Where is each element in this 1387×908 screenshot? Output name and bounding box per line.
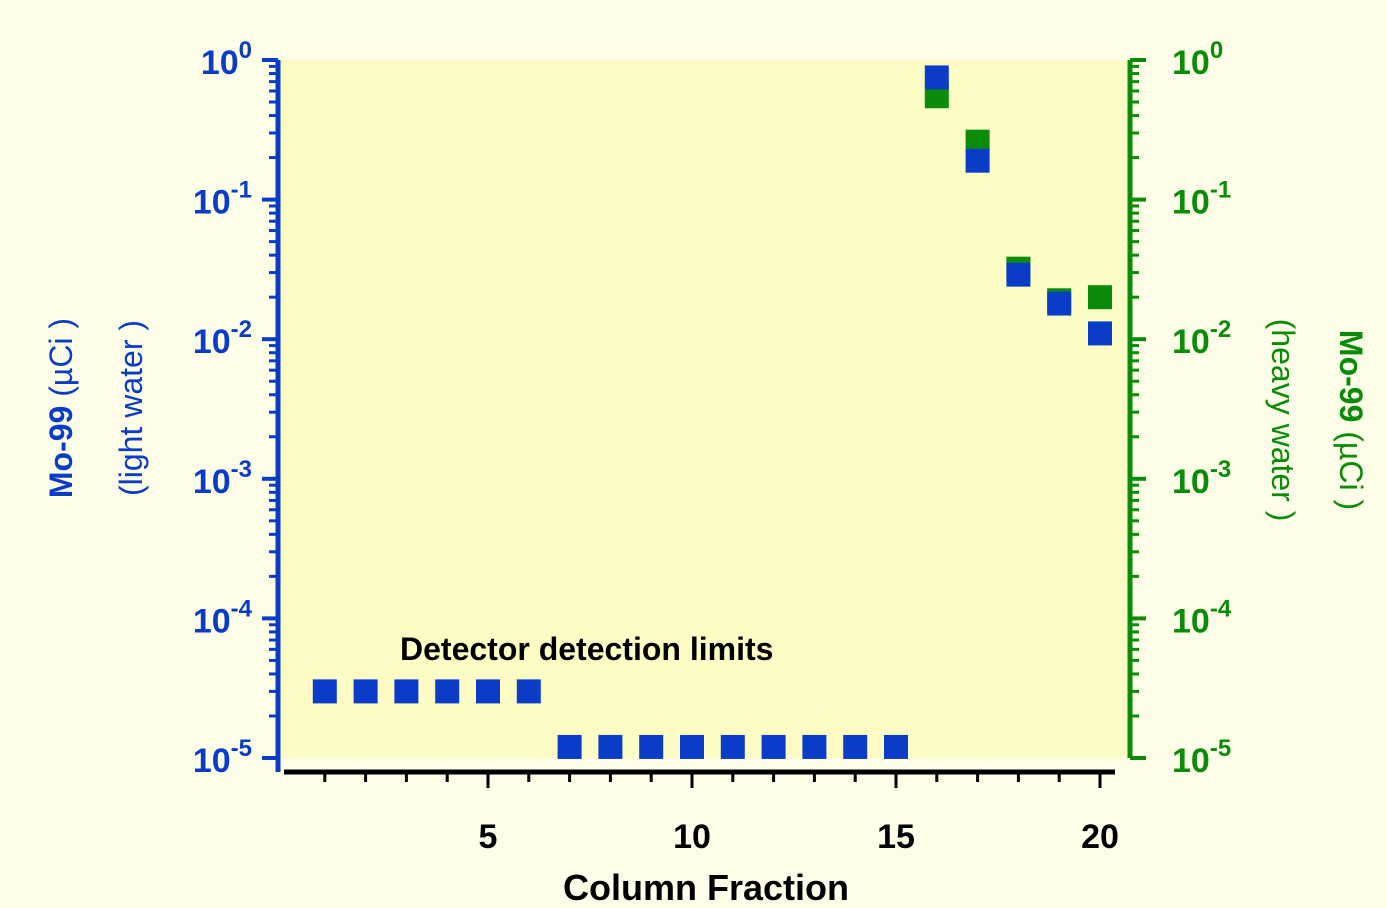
x-tick-label: 10 xyxy=(673,818,711,856)
right-y-tick-label: 10-1 xyxy=(1172,177,1231,222)
light-water-point xyxy=(884,734,908,759)
light-water-point xyxy=(1006,262,1031,287)
right-y-tick-label: 10-3 xyxy=(1172,456,1231,501)
right-axis-title-line1: Mo-99 (µCi ) xyxy=(1333,330,1369,510)
right-axis-title-line2: (heavy water ) xyxy=(1265,319,1301,522)
right-axis-title-unit: (µCi ) xyxy=(1333,422,1369,510)
light-water-point xyxy=(843,734,868,759)
light-water-point xyxy=(965,148,990,173)
detection-limit-annotation: Detector detection limits xyxy=(400,631,773,667)
light-water-point xyxy=(353,679,378,704)
light-water-point xyxy=(394,679,419,704)
left-axis-title-line2: (light water ) xyxy=(113,320,149,496)
x-tick-label: 5 xyxy=(479,818,498,856)
right-axis-title-quantity: Mo-99 xyxy=(1333,330,1369,422)
left-y-tick-label: 10-4 xyxy=(193,595,253,640)
left-y-tick-label: 10-3 xyxy=(193,456,252,501)
light-water-point xyxy=(720,734,745,759)
left-y-tick-label: 10-5 xyxy=(193,735,252,780)
light-water-point xyxy=(924,65,949,90)
light-water-point xyxy=(312,679,337,704)
right-axis-title: Mo-99 (µCi ) (heavy water ) xyxy=(1265,319,1369,522)
heavy-water-point xyxy=(1088,285,1112,310)
light-water-point xyxy=(557,734,582,759)
left-y-tick-label: 10-2 xyxy=(193,316,252,361)
x-tick-label: 15 xyxy=(877,818,915,856)
light-water-point xyxy=(639,734,664,759)
left-y-tick-label: 100 xyxy=(201,37,252,82)
left-axis-title-line1: Mo-99 (µCi ) xyxy=(43,318,79,498)
right-y-tick-label: 100 xyxy=(1172,37,1223,82)
right-y-tick-label: 10-4 xyxy=(1172,595,1232,640)
light-water-point xyxy=(761,734,786,759)
light-water-point xyxy=(1088,321,1112,346)
x-tick-label: 20 xyxy=(1081,818,1119,856)
right-y-tick-label: 10-2 xyxy=(1172,316,1231,361)
left-axis-title: Mo-99 (µCi ) (light water ) xyxy=(43,318,149,498)
light-water-point xyxy=(802,734,827,759)
right-y-tick-label: 10-5 xyxy=(1172,735,1231,780)
light-water-point xyxy=(598,734,623,759)
plot-area xyxy=(278,60,1130,758)
left-y-tick-label: 10-1 xyxy=(193,177,252,222)
axes-layer: 100 100 10-1 10-1 10-2 10-2 10-3 10-3 10-4 10-4 10… xyxy=(193,37,1232,856)
light-water-point xyxy=(476,679,500,704)
left-axis-title-unit: (µCi ) xyxy=(43,318,79,406)
x-axis-title: Column Fraction xyxy=(563,867,849,908)
light-water-point xyxy=(1047,291,1072,316)
light-water-point xyxy=(435,679,460,704)
left-axis-title-quantity: Mo-99 xyxy=(43,406,79,498)
light-water-point xyxy=(680,734,704,759)
marks-layer xyxy=(312,65,1112,759)
light-water-point xyxy=(516,679,541,704)
